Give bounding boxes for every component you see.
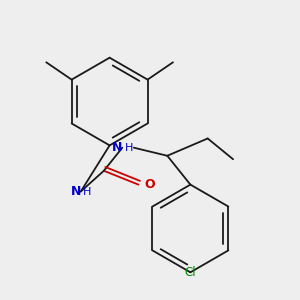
Text: H: H [124,143,133,153]
Text: Cl: Cl [184,266,196,279]
Text: N: N [70,185,81,198]
Text: O: O [144,178,155,191]
Text: N: N [112,141,122,154]
Text: H: H [83,187,92,196]
